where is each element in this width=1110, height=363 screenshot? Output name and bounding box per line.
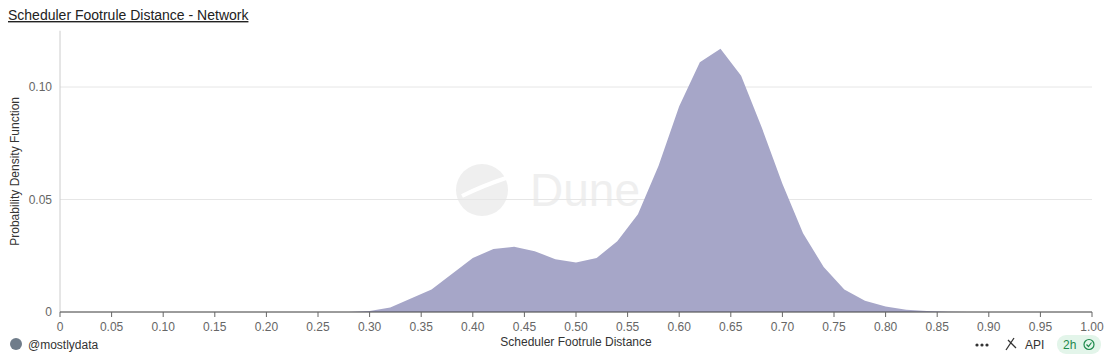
refresh-check xyxy=(1087,343,1092,347)
x-tick-label: 0.65 xyxy=(719,320,743,334)
x-tick-label: 1.00 xyxy=(1080,320,1104,334)
x-tick xyxy=(60,312,61,317)
watermark-logo xyxy=(456,164,508,216)
x-tick xyxy=(421,312,422,317)
x-tick-label: 0.20 xyxy=(255,320,279,334)
x-tick-label: 0.10 xyxy=(152,320,176,334)
x-tick xyxy=(472,312,473,317)
x-tick-label: 0.85 xyxy=(926,320,950,334)
watermark-text: Dune xyxy=(530,164,640,216)
x-tick xyxy=(782,312,783,317)
footer-user[interactable]: @mostlydata xyxy=(28,338,99,352)
refresh-label: 2h xyxy=(1063,338,1076,352)
x-tick-label: 0.80 xyxy=(874,320,898,334)
x-tick-label: 0.60 xyxy=(668,320,692,334)
x-tick-label: 0.75 xyxy=(822,320,846,334)
api-icon xyxy=(1006,338,1016,350)
x-axis-label: Scheduler Footrule Distance xyxy=(500,335,652,349)
x-tick-label: 0.30 xyxy=(358,320,382,334)
avatar xyxy=(10,338,22,350)
watermark-logo-stroke xyxy=(462,178,506,196)
api-label[interactable]: API xyxy=(1025,338,1044,352)
x-tick xyxy=(834,312,835,317)
menu-dot xyxy=(980,343,983,346)
refresh-icon xyxy=(1084,340,1094,350)
x-tick-label: 0.05 xyxy=(100,320,124,334)
x-tick-label: 0.90 xyxy=(977,320,1001,334)
x-tick xyxy=(576,312,577,317)
chart: Dune 0 0.05 0.10 0 0.05 0.10 0.15 0.20 0.25 0.30 0.… xyxy=(0,0,1110,363)
grid-line xyxy=(60,199,1092,200)
x-tick-label: 0.40 xyxy=(461,320,485,334)
x-tick xyxy=(369,312,370,317)
menu-dot xyxy=(985,343,988,346)
title[interactable]: Scheduler Footrule Distance - Network xyxy=(8,7,249,23)
x-tick xyxy=(937,312,938,317)
menu-dot xyxy=(975,343,978,346)
x-tick xyxy=(1092,312,1093,317)
x-tick-label: 0.95 xyxy=(1029,320,1053,334)
x-tick-label: 0.70 xyxy=(771,320,795,334)
y-tick-label: 0.05 xyxy=(29,193,53,207)
x-tick-label: 0 xyxy=(57,320,64,334)
x-tick-label: 0.50 xyxy=(564,320,588,334)
x-tick xyxy=(885,312,886,317)
y-tick-label: 0 xyxy=(45,305,52,319)
y-tick-label: 0.10 xyxy=(29,80,53,94)
x-tick xyxy=(111,312,112,317)
x-tick xyxy=(988,312,989,317)
x-tick-label: 0.45 xyxy=(513,320,537,334)
x-tick xyxy=(679,312,680,317)
x-tick-label: 0.35 xyxy=(410,320,434,334)
x-tick xyxy=(318,312,319,317)
density-area xyxy=(60,49,1092,312)
x-tick xyxy=(627,312,628,317)
x-tick xyxy=(266,312,267,317)
y-axis-label: Probability Density Function xyxy=(8,97,22,246)
y-axis-line xyxy=(60,31,61,312)
refresh-badge[interactable] xyxy=(1057,335,1101,354)
x-tick-label: 0.25 xyxy=(306,320,330,334)
plot-area xyxy=(60,49,1092,312)
menu-dots[interactable] xyxy=(975,343,988,346)
x-tick xyxy=(730,312,731,317)
x-tick xyxy=(163,312,164,317)
x-tick-label: 0.15 xyxy=(203,320,227,334)
x-tick xyxy=(214,312,215,317)
x-tick xyxy=(524,312,525,317)
watermark: Dune xyxy=(456,164,640,216)
grid-line xyxy=(60,87,1092,88)
x-tick-label: 0.55 xyxy=(616,320,640,334)
x-tick xyxy=(1040,312,1041,317)
